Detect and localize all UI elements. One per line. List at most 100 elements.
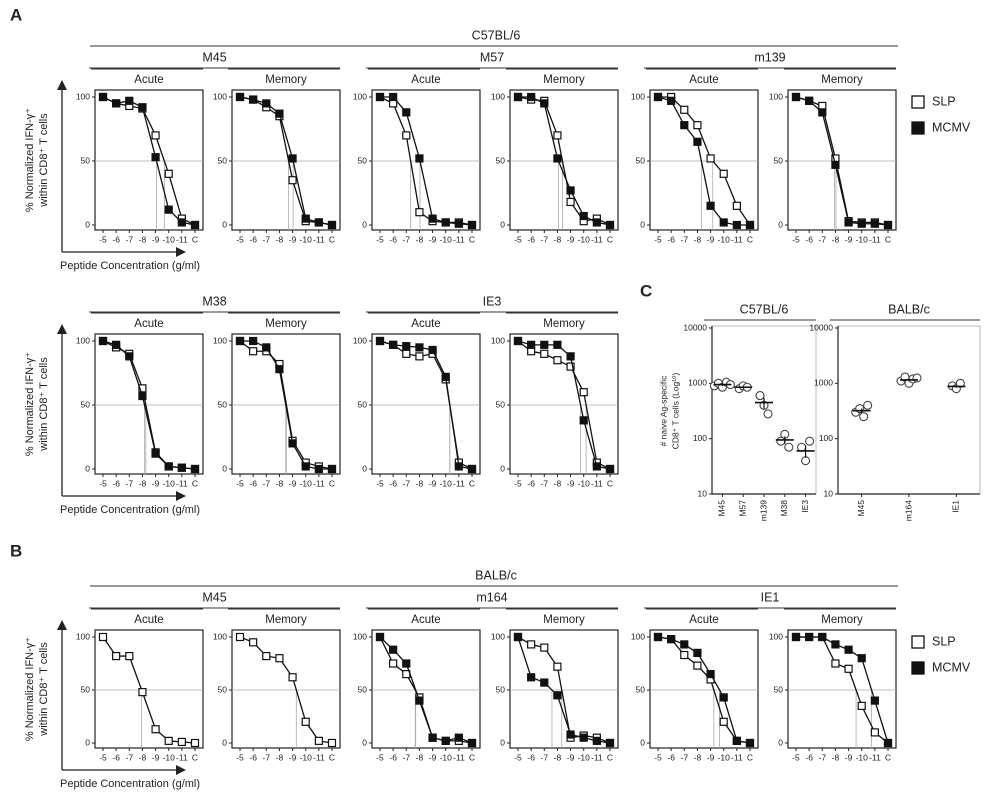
x-tick-label: -9 <box>567 234 575 244</box>
x-tick-label: C <box>192 478 198 488</box>
marker <box>389 340 398 349</box>
x-tick-label: -5 <box>792 234 800 244</box>
y-tick-label: 50 <box>774 684 784 694</box>
marker <box>579 416 588 425</box>
marker <box>553 356 562 365</box>
marker <box>235 336 245 346</box>
x-tick-label: -6 <box>667 234 675 244</box>
marker <box>249 638 258 647</box>
x-tick-label: -5 <box>99 234 107 244</box>
marker <box>314 736 323 745</box>
x-axis-label: Peptide Concentration (g/ml) <box>60 778 200 790</box>
panel-label: B <box>10 541 22 560</box>
marker <box>513 632 523 642</box>
marker <box>301 214 310 223</box>
x-tick-label: C <box>192 234 198 244</box>
legend-label: MCMV <box>932 660 971 674</box>
x-tick-label: -11 <box>176 752 188 762</box>
marker <box>415 343 424 352</box>
marker <box>719 717 728 726</box>
y-tick-label: 100 <box>213 335 227 345</box>
plot-title: Acute <box>411 318 440 330</box>
legend-label: SLP <box>932 634 956 648</box>
marker <box>415 696 424 705</box>
y-tick-label: 0 <box>85 463 90 473</box>
x-tick-label: -10 <box>578 752 591 762</box>
marker <box>275 654 284 663</box>
panel-label: A <box>10 5 22 24</box>
x-tick-label: C <box>469 234 475 244</box>
epitope-header: M57 <box>480 50 504 64</box>
marker <box>441 218 450 227</box>
x-tick-label: C <box>607 478 613 488</box>
x-tick-label: -9 <box>152 478 160 488</box>
y-tick-label: 100 <box>76 335 90 345</box>
marker <box>693 648 702 658</box>
x-tick-label: -10 <box>163 478 176 488</box>
x-tick-label: -5 <box>99 752 107 762</box>
y-tick-label: 0 <box>640 219 645 229</box>
plot-frame <box>94 629 204 749</box>
marker <box>653 632 663 642</box>
y-tick-label: 100 <box>491 631 505 641</box>
marker <box>112 651 121 661</box>
y-tick-label: 50 <box>218 684 228 694</box>
x-tick-label: -5 <box>236 478 244 488</box>
y-tick-label: 100 <box>213 91 227 101</box>
y-tick-label: 0 <box>222 219 227 229</box>
marker <box>818 108 827 117</box>
marker <box>125 96 134 105</box>
x-tick-label: C <box>885 234 891 244</box>
marker <box>566 186 575 195</box>
plot-title: Memory <box>265 318 307 330</box>
plot-frame <box>371 629 481 749</box>
x-tick-label: -8 <box>139 478 147 488</box>
x-tick-label: -7 <box>126 752 134 762</box>
plot-title: Acute <box>689 614 718 626</box>
marker <box>164 169 173 178</box>
x-tick-label: -10 <box>718 234 731 244</box>
marker <box>605 220 615 230</box>
marker <box>667 635 676 644</box>
strain-header: C57BL/6 <box>472 28 521 42</box>
marker <box>540 99 549 108</box>
x-tick-label: -9 <box>429 752 437 762</box>
x-tick-label: -5 <box>376 478 384 488</box>
x-tick-label: -7 <box>263 752 271 762</box>
epitope-header: M45 <box>202 50 226 64</box>
x-axis-label: Peptide Concentration (g/ml) <box>60 260 200 272</box>
plot-title: Acute <box>134 74 163 86</box>
arrow-head <box>176 765 186 775</box>
x-tick-label: -9 <box>429 478 437 488</box>
plot-title: Acute <box>134 614 163 626</box>
data-point <box>755 391 765 401</box>
marker <box>402 349 411 358</box>
marker <box>857 654 866 663</box>
marker <box>314 218 323 227</box>
x-tick-label: -6 <box>527 752 535 762</box>
data-point <box>859 412 869 422</box>
marker <box>415 352 424 361</box>
marker <box>693 121 702 130</box>
marker <box>592 736 601 745</box>
arrow-head <box>57 80 67 90</box>
y-tick-label: 10 <box>824 488 834 498</box>
plot-frame <box>509 629 619 749</box>
data-point <box>763 409 773 419</box>
plot-frame <box>787 629 897 749</box>
y-tick-label: 50 <box>496 155 506 165</box>
marker <box>301 717 310 726</box>
x-tick-label: -9 <box>152 234 160 244</box>
x-tick-label: -9 <box>289 752 297 762</box>
marker <box>870 696 879 705</box>
y-axis-label: % Normalized IFN-γ⁺ <box>24 108 36 212</box>
x-tick-label: -10 <box>440 478 453 488</box>
arrow-head <box>57 324 67 334</box>
x-tick-label: C <box>329 752 335 762</box>
marker <box>138 384 147 393</box>
y-tick-label: 100 <box>213 631 227 641</box>
marker <box>327 220 337 230</box>
y-tick-label: 50 <box>358 684 368 694</box>
y-tick-label: 100 <box>769 631 783 641</box>
marker <box>540 340 549 349</box>
